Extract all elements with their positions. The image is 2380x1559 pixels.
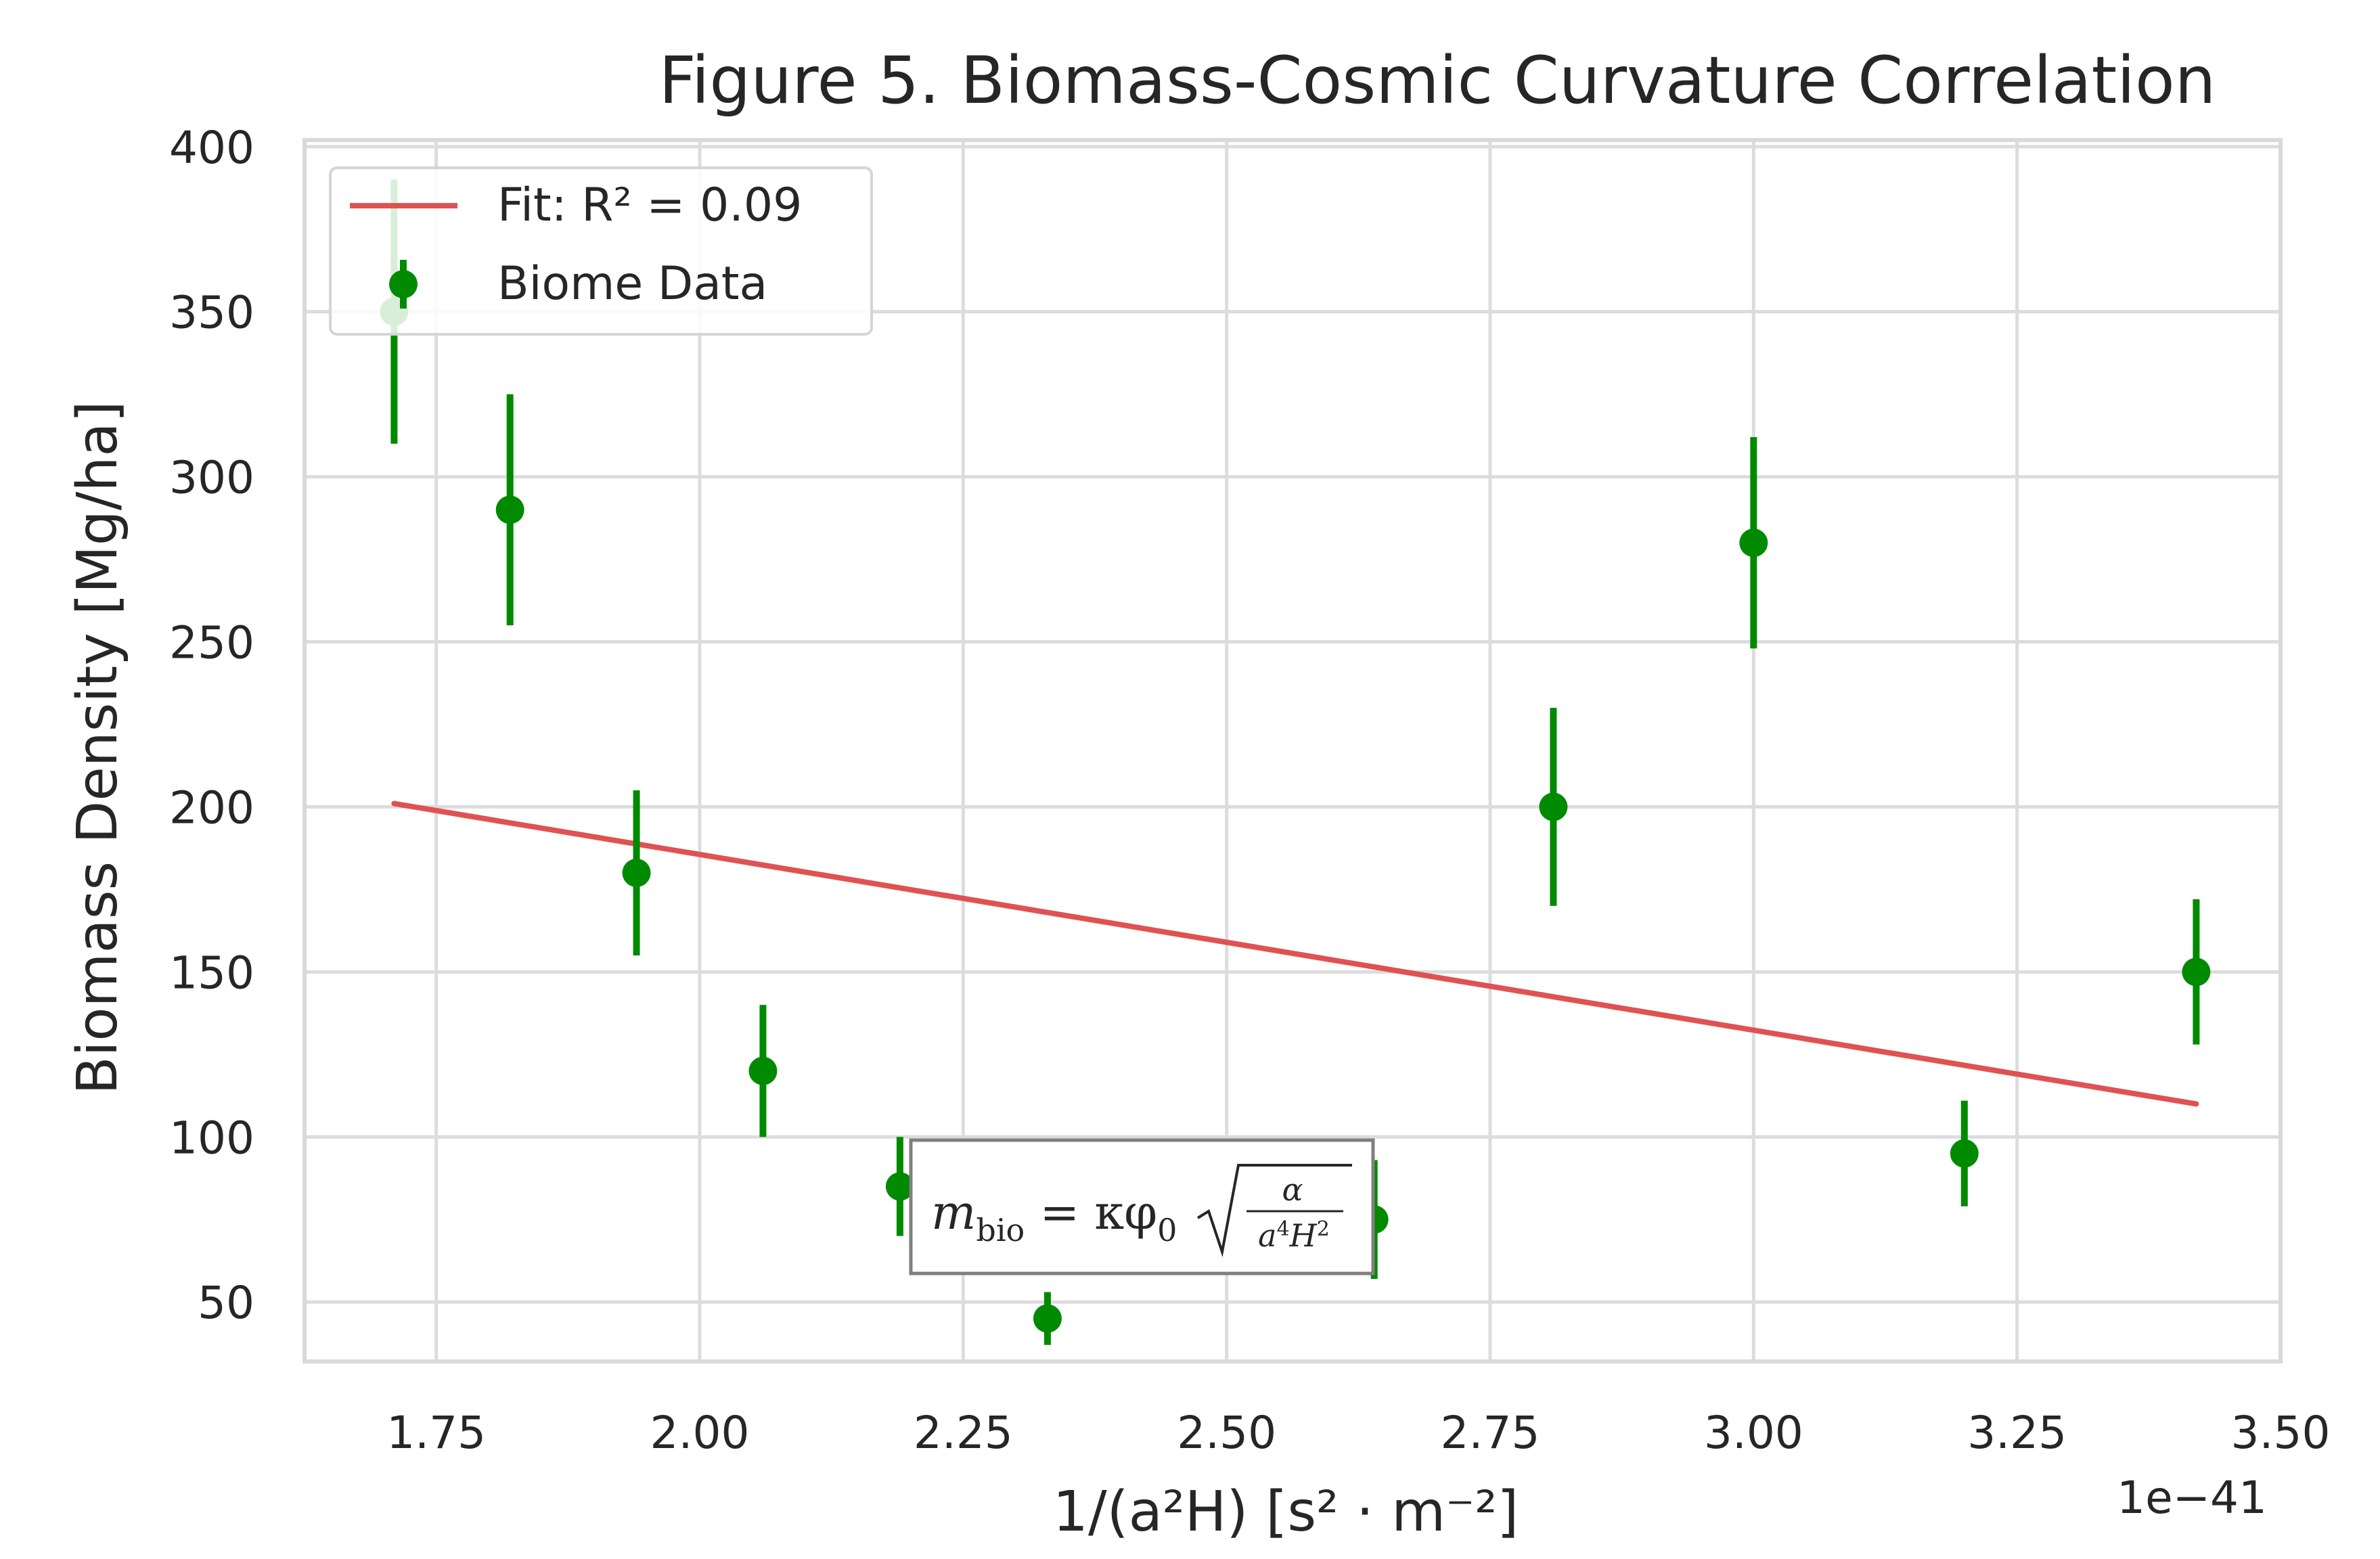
legend-box <box>329 166 873 336</box>
legend-data-marker <box>389 270 418 298</box>
data-point <box>748 1056 778 1085</box>
data-point-group <box>622 790 651 955</box>
y-tick-label: 250 <box>169 617 254 669</box>
x-tick-label: 3.25 <box>1967 1407 2067 1459</box>
legend-data-label: Biome Data <box>497 257 767 311</box>
x-tick-label: 3.50 <box>2231 1407 2331 1459</box>
fit-line <box>391 800 2199 1107</box>
y-tick-label: 400 <box>169 122 254 174</box>
data-point-group <box>1539 708 1568 906</box>
y-tick-label: 150 <box>169 947 254 999</box>
data-point <box>1539 792 1568 821</box>
data-point-group <box>748 1005 778 1137</box>
data-point <box>1739 528 1768 558</box>
x-tick-labels: 1.75 2.00 2.25 2.50 2.75 3.00 3.25 3.50 <box>386 1407 2330 1459</box>
legend-fit-label: Fit: R² = 0.09 <box>497 179 802 232</box>
x-axis-offset-text: 1e−41 <box>2117 1472 2267 1524</box>
y-tick-labels: 50 100 150 200 250 300 350 400 <box>169 122 254 1329</box>
legend: Fit: R² = 0.09 Biome Data <box>329 166 873 336</box>
y-axis-title: Biomass Density [Mg/ha] <box>66 401 130 1094</box>
x-tick-label: 2.50 <box>1177 1407 1276 1459</box>
data-point <box>622 859 651 887</box>
chart-title: Figure 5. Biomass-Cosmic Curvature Corre… <box>658 43 2216 118</box>
plot-frame <box>302 138 2283 1363</box>
x-axis-title: 1/(a²H) [s² · m⁻²] <box>1053 1480 1519 1544</box>
data-point-group <box>2182 899 2211 1045</box>
data-point-group <box>1739 437 1768 649</box>
data-point-group <box>1950 1100 1979 1206</box>
data-point-group <box>1033 1292 1062 1345</box>
data-point-group <box>885 1137 914 1236</box>
y-tick-label: 100 <box>169 1112 254 1164</box>
formula-numerator: α <box>1282 1171 1303 1208</box>
y-tick-label: 200 <box>169 782 254 834</box>
formula-box <box>909 1138 1375 1275</box>
data-point-group <box>495 394 524 626</box>
formula-radical <box>1196 1164 1352 1257</box>
data-point <box>1033 1304 1062 1333</box>
data-point <box>885 1172 914 1201</box>
formula-lhs: mbio = κφ0 <box>931 1185 1177 1248</box>
x-tick-label: 1.75 <box>386 1407 486 1459</box>
y-tick-label: 350 <box>169 287 254 339</box>
x-tick-label: 2.00 <box>650 1407 750 1459</box>
x-tick-label: 2.25 <box>914 1407 1013 1459</box>
x-tick-label: 2.75 <box>1441 1407 1540 1459</box>
data-point <box>495 495 524 524</box>
fit-line-layer <box>391 800 2199 1107</box>
x-tick-label: 3.00 <box>1704 1407 1803 1459</box>
data-point <box>2182 957 2211 987</box>
formula-annotation: mbio = κφ0 α a4H2 <box>909 1138 1375 1275</box>
y-tick-label: 50 <box>198 1277 254 1329</box>
y-tick-label: 300 <box>169 452 254 504</box>
data-point <box>1950 1139 1979 1168</box>
